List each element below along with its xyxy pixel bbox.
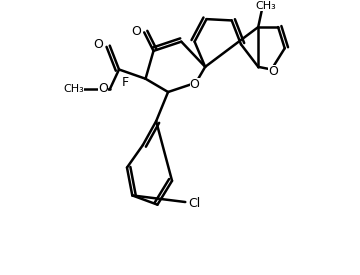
Text: F: F [122, 76, 129, 89]
Text: O: O [93, 38, 103, 51]
Text: Cl: Cl [188, 197, 201, 210]
Text: O: O [98, 82, 108, 95]
Text: O: O [268, 65, 278, 78]
Text: CH₃: CH₃ [64, 84, 84, 94]
Text: CH₃: CH₃ [256, 1, 276, 11]
Text: O: O [131, 24, 141, 38]
Text: O: O [190, 78, 199, 90]
